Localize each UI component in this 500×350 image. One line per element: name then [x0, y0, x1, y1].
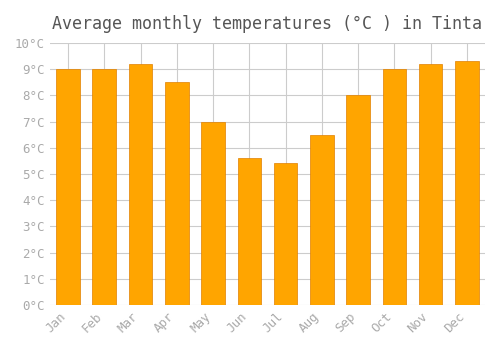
Bar: [455, 61, 478, 305]
Bar: [238, 158, 261, 305]
Bar: [346, 95, 370, 305]
Bar: [165, 82, 188, 305]
Bar: [92, 69, 116, 305]
Bar: [56, 69, 80, 305]
Bar: [274, 163, 297, 305]
Title: Average monthly temperatures (°C ) in Tinta: Average monthly temperatures (°C ) in Ti…: [52, 15, 482, 33]
Bar: [202, 121, 225, 305]
Bar: [382, 69, 406, 305]
Bar: [419, 64, 442, 305]
Bar: [128, 64, 152, 305]
Bar: [310, 135, 334, 305]
